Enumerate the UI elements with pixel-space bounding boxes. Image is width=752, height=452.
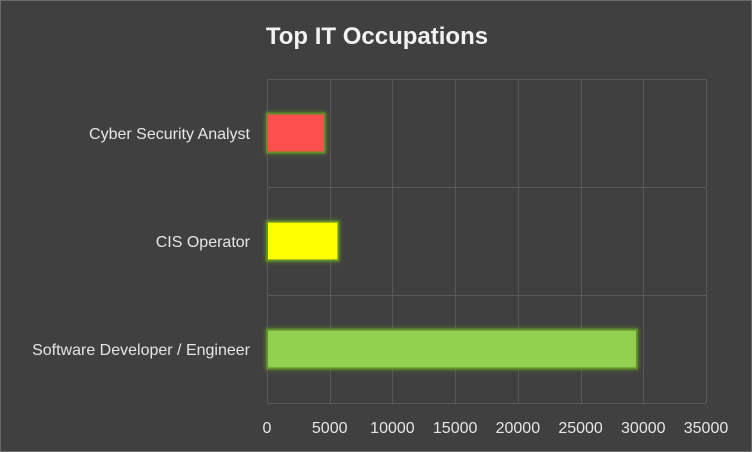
bar	[266, 220, 340, 262]
x-tick-label: 0	[263, 420, 272, 437]
bars	[266, 112, 639, 370]
bar	[266, 328, 639, 370]
category-label: Cyber Security Analyst	[89, 126, 251, 143]
x-tick-label: 30000	[621, 420, 666, 437]
bar	[266, 112, 326, 154]
x-axis-tick-labels: 0 5000 10000 15000 20000 25000 30000 35000	[263, 420, 729, 437]
x-tick-label: 10000	[370, 420, 415, 437]
category-label: CIS Operator	[156, 234, 251, 251]
x-tick-label: 5000	[312, 420, 348, 437]
category-label: Software Developer / Engineer	[32, 342, 251, 359]
x-tick-label: 15000	[433, 420, 478, 437]
x-tick-label: 20000	[496, 420, 541, 437]
x-tick-label: 35000	[684, 420, 729, 437]
chart-title: Top IT Occupations	[266, 23, 488, 50]
x-tick-label: 25000	[558, 420, 603, 437]
category-labels: Cyber Security Analyst CIS Operator Softwa…	[32, 126, 251, 359]
gridlines	[267, 79, 707, 404]
